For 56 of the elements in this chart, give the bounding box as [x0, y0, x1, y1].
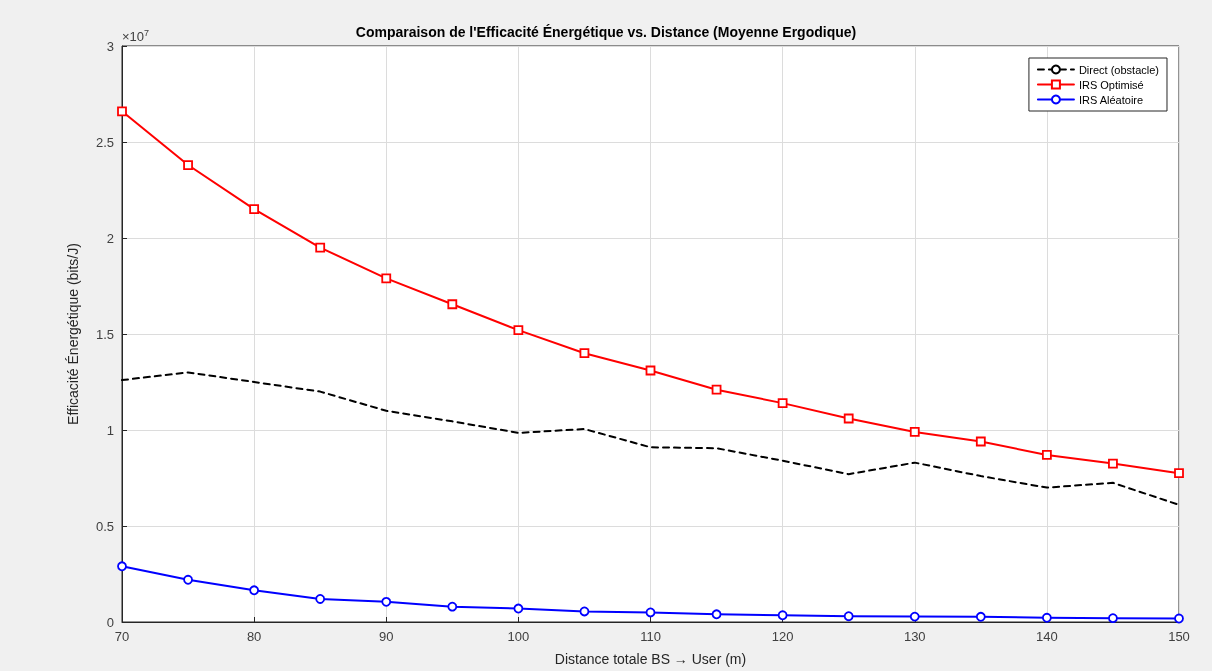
point — [909, 427, 920, 437]
point — [1041, 450, 1052, 460]
x-tick-label: 100 — [507, 629, 530, 644]
line-series — [121, 371, 1180, 506]
x-tick-label: 70 — [114, 629, 130, 644]
y-tick-label: 1 — [106, 422, 114, 438]
x-tick-label: 140 — [1036, 629, 1058, 644]
point — [1174, 468, 1184, 479]
legend-label: Direct (obstacle) — [1078, 63, 1159, 76]
point — [1108, 613, 1118, 624]
y-axis-title: Efficacité Énergétique (bits/J) — [65, 243, 81, 425]
x-tick-label: 120 — [771, 629, 794, 644]
point — [249, 585, 260, 596]
point — [1174, 613, 1184, 624]
point — [711, 384, 722, 395]
y-tick-label: 2 — [106, 230, 114, 246]
x-tick-label: 110 — [640, 629, 661, 644]
legend-label: IRS Aléatoire — [1078, 93, 1144, 106]
y-tick-label: 2.5 — [95, 134, 114, 150]
point — [909, 611, 920, 622]
x-axis-title: Distance totale BS → User (m) — [554, 651, 747, 667]
point — [1108, 458, 1118, 469]
point — [447, 299, 458, 310]
point — [117, 561, 127, 572]
point — [579, 348, 590, 359]
y-tick-label: 3 — [106, 38, 114, 54]
legend-label: IRS Optimisé — [1078, 78, 1144, 91]
x-tick-label: 80 — [246, 629, 262, 644]
point — [777, 610, 788, 621]
point — [843, 611, 854, 622]
chart-title: Comparaison de l'Efficacité Énergétique vs. Distance (Moyenne Ergodique) — [355, 24, 857, 40]
x-tick-label: 130 — [903, 629, 926, 644]
point — [447, 601, 458, 612]
x-tick-label: 90 — [379, 629, 394, 644]
point — [843, 413, 854, 424]
point — [579, 606, 590, 617]
point — [513, 603, 524, 614]
point — [1041, 612, 1052, 623]
point — [117, 106, 127, 117]
y-tick-label: 1.5 — [95, 326, 114, 342]
point — [183, 160, 193, 170]
y-tick-label: 0 — [106, 614, 114, 630]
point — [711, 609, 722, 620]
x-tick-label: 150 — [1168, 629, 1190, 644]
point — [381, 596, 392, 607]
point — [249, 204, 260, 215]
point — [513, 325, 524, 336]
point — [645, 607, 656, 618]
point — [975, 611, 986, 622]
y-tick-label: 0.5 — [95, 518, 114, 534]
point — [315, 242, 326, 253]
point — [777, 398, 788, 409]
point — [975, 436, 986, 447]
point — [315, 594, 326, 604]
point — [183, 574, 193, 585]
point — [381, 273, 392, 284]
